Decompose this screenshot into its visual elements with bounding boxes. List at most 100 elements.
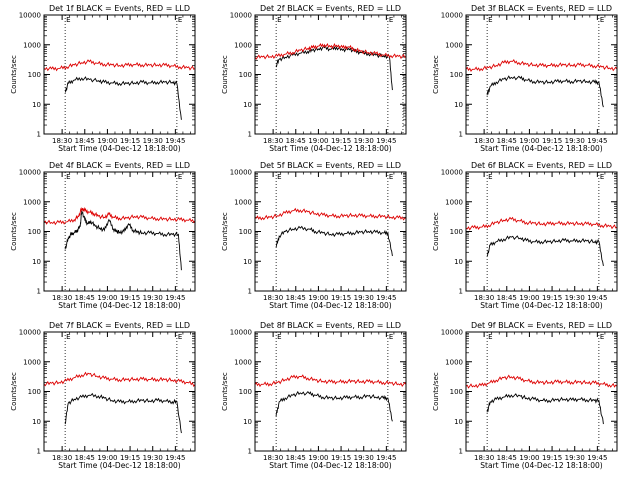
y-axis-title: Counts/sec: [432, 372, 440, 411]
x-tick-label: 19:30: [565, 137, 585, 145]
x-tick-label: 19:00: [308, 454, 328, 462]
plot-frame: [465, 171, 618, 292]
x-tick-label: 19:30: [354, 294, 374, 302]
events-series-line: [275, 390, 393, 422]
detector-panel-4: Det 4f BLACK = Events, RED = LLD 1 10 100 10…: [10, 161, 196, 310]
y-tick-label: 10000: [19, 12, 41, 20]
x-tick-label: 18:30: [52, 454, 72, 462]
y-tick-label: 10000: [230, 169, 252, 177]
panel-title: Det 9f BLACK = Events, RED = LLD: [471, 321, 612, 330]
x-tick-label: 18:45: [497, 294, 517, 302]
panel-data: [44, 59, 195, 120]
y-tick-label: 100: [28, 71, 41, 79]
y-tick-label: 100: [450, 228, 463, 236]
events-series-line: [275, 45, 393, 91]
x-tick-label: 19:30: [565, 454, 585, 462]
panel-data: [466, 216, 617, 266]
detector-panel-3: Det 3f BLACK = Events, RED = LLD 1 10 100 10…: [432, 4, 618, 153]
y-tick-label: 10: [32, 258, 41, 266]
x-axis-title: Start Time (04-Dec-12 18:18:00): [269, 144, 391, 153]
events-series-line: [486, 393, 604, 425]
lld-series-line: [44, 59, 195, 72]
plot-frame: [254, 14, 407, 135]
x-tick-label: 19:15: [120, 137, 140, 145]
x-tick-label: 19:15: [120, 454, 140, 462]
y-tick-label: 10: [32, 418, 41, 426]
panel-data: [466, 59, 617, 108]
y-tick-label: 10: [243, 101, 252, 109]
event-marker-label: E: [600, 333, 604, 341]
x-axis-title: Start Time (04-Dec-12 18:18:00): [58, 144, 180, 153]
panel-title: Det 3f BLACK = Events, RED = LLD: [471, 4, 612, 13]
events-series-line: [64, 76, 182, 120]
x-tick-label: 18:45: [75, 137, 95, 145]
y-tick-label: 10: [243, 418, 252, 426]
x-tick-label: 18:30: [263, 294, 283, 302]
y-tick-label: 1000: [23, 41, 41, 49]
y-tick-label: 10: [454, 418, 463, 426]
detector-panel-1: Det 1f BLACK = Events, RED = LLD 1 10 100 10…: [10, 4, 196, 153]
y-tick-label: 10: [454, 258, 463, 266]
plot-frame: [43, 14, 196, 135]
y-tick-label: 1000: [234, 358, 252, 366]
lld-series-line: [255, 42, 406, 60]
events-series-line: [275, 225, 393, 257]
y-tick-label: 10: [454, 101, 463, 109]
x-tick-label: 19:45: [376, 454, 396, 462]
y-tick-label: 100: [239, 388, 252, 396]
x-tick-label: 19:00: [308, 294, 328, 302]
x-tick-label: 19:30: [565, 294, 585, 302]
y-tick-label: 100: [239, 71, 252, 79]
x-axis-title: Start Time (04-Dec-12 18:18:00): [269, 301, 391, 310]
y-tick-label: 1: [248, 131, 252, 139]
x-tick-label: 18:45: [286, 454, 306, 462]
event-marker-label: E: [277, 16, 281, 24]
y-tick-label: 1: [459, 448, 463, 456]
x-tick-label: 19:00: [97, 294, 117, 302]
detector-panel-7: Det 7f BLACK = Events, RED = LLD 1 10 100 10…: [10, 321, 196, 470]
x-tick-label: 19:45: [165, 294, 185, 302]
detector-panel-8: Det 8f BLACK = Events, RED = LLD 1 10 100 10…: [221, 321, 407, 470]
event-marker-label: E: [66, 173, 70, 181]
event-marker-label: E: [178, 173, 182, 181]
event-marker-label: E: [277, 173, 281, 181]
x-axis-title: Start Time (04-Dec-12 18:18:00): [269, 461, 391, 470]
events-series-line: [64, 210, 182, 271]
y-axis-title: Counts/sec: [432, 212, 440, 251]
x-axis-title: Start Time (04-Dec-12 18:18:00): [480, 301, 602, 310]
event-marker-label: E: [600, 173, 604, 181]
y-axis-title: Counts/sec: [10, 372, 18, 411]
x-tick-label: 19:30: [354, 137, 374, 145]
event-marker-label: E: [178, 16, 182, 24]
y-tick-label: 1: [37, 288, 41, 296]
x-axis-title: Start Time (04-Dec-12 18:18:00): [58, 301, 180, 310]
x-axis-title: Start Time (04-Dec-12 18:18:00): [480, 144, 602, 153]
event-marker-label: E: [277, 333, 281, 341]
detector-panel-5: Det 5f BLACK = Events, RED = LLD 1 10 100 10…: [221, 161, 407, 310]
y-tick-label: 10: [243, 258, 252, 266]
detector-panel-9: Det 9f BLACK = Events, RED = LLD 1 10 100 10…: [432, 321, 618, 470]
y-tick-label: 1000: [234, 198, 252, 206]
y-axis-title: Counts/sec: [221, 212, 229, 251]
y-tick-label: 1000: [23, 358, 41, 366]
x-tick-label: 19:45: [587, 294, 607, 302]
detector-panel-6: Det 6f BLACK = Events, RED = LLD 1 10 100 10…: [432, 161, 618, 310]
x-tick-label: 19:00: [97, 137, 117, 145]
x-tick-label: 18:30: [263, 454, 283, 462]
y-tick-label: 10000: [441, 329, 463, 337]
event-marker-label: E: [488, 16, 492, 24]
x-tick-label: 19:45: [376, 137, 396, 145]
x-tick-label: 18:30: [474, 454, 494, 462]
y-tick-label: 1000: [445, 198, 463, 206]
x-tick-label: 18:45: [497, 454, 517, 462]
x-tick-label: 18:30: [52, 294, 72, 302]
x-tick-label: 19:30: [143, 137, 163, 145]
x-tick-label: 19:15: [331, 294, 351, 302]
x-tick-label: 19:15: [542, 454, 562, 462]
x-tick-label: 18:45: [75, 454, 95, 462]
x-tick-label: 19:00: [519, 294, 539, 302]
events-series-line: [64, 392, 182, 434]
event-marker-label: E: [488, 173, 492, 181]
x-tick-label: 19:15: [331, 454, 351, 462]
events-series-line: [486, 75, 604, 108]
